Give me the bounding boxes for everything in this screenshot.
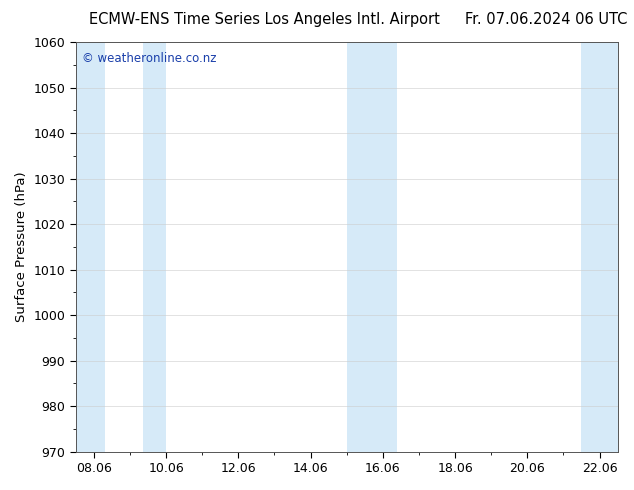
Bar (581, 42, 618, 452)
Text: ECMW-ENS Time Series Los Angeles Intl. Airport: ECMW-ENS Time Series Los Angeles Intl. A… (89, 12, 439, 27)
Text: Fr. 07.06.2024 06 UTC: Fr. 07.06.2024 06 UTC (465, 12, 628, 27)
Bar (347, 42, 398, 452)
Text: © weatheronline.co.nz: © weatheronline.co.nz (82, 52, 217, 65)
Bar (76, 42, 105, 452)
Bar (143, 42, 166, 452)
Y-axis label: Surface Pressure (hPa): Surface Pressure (hPa) (15, 172, 28, 322)
